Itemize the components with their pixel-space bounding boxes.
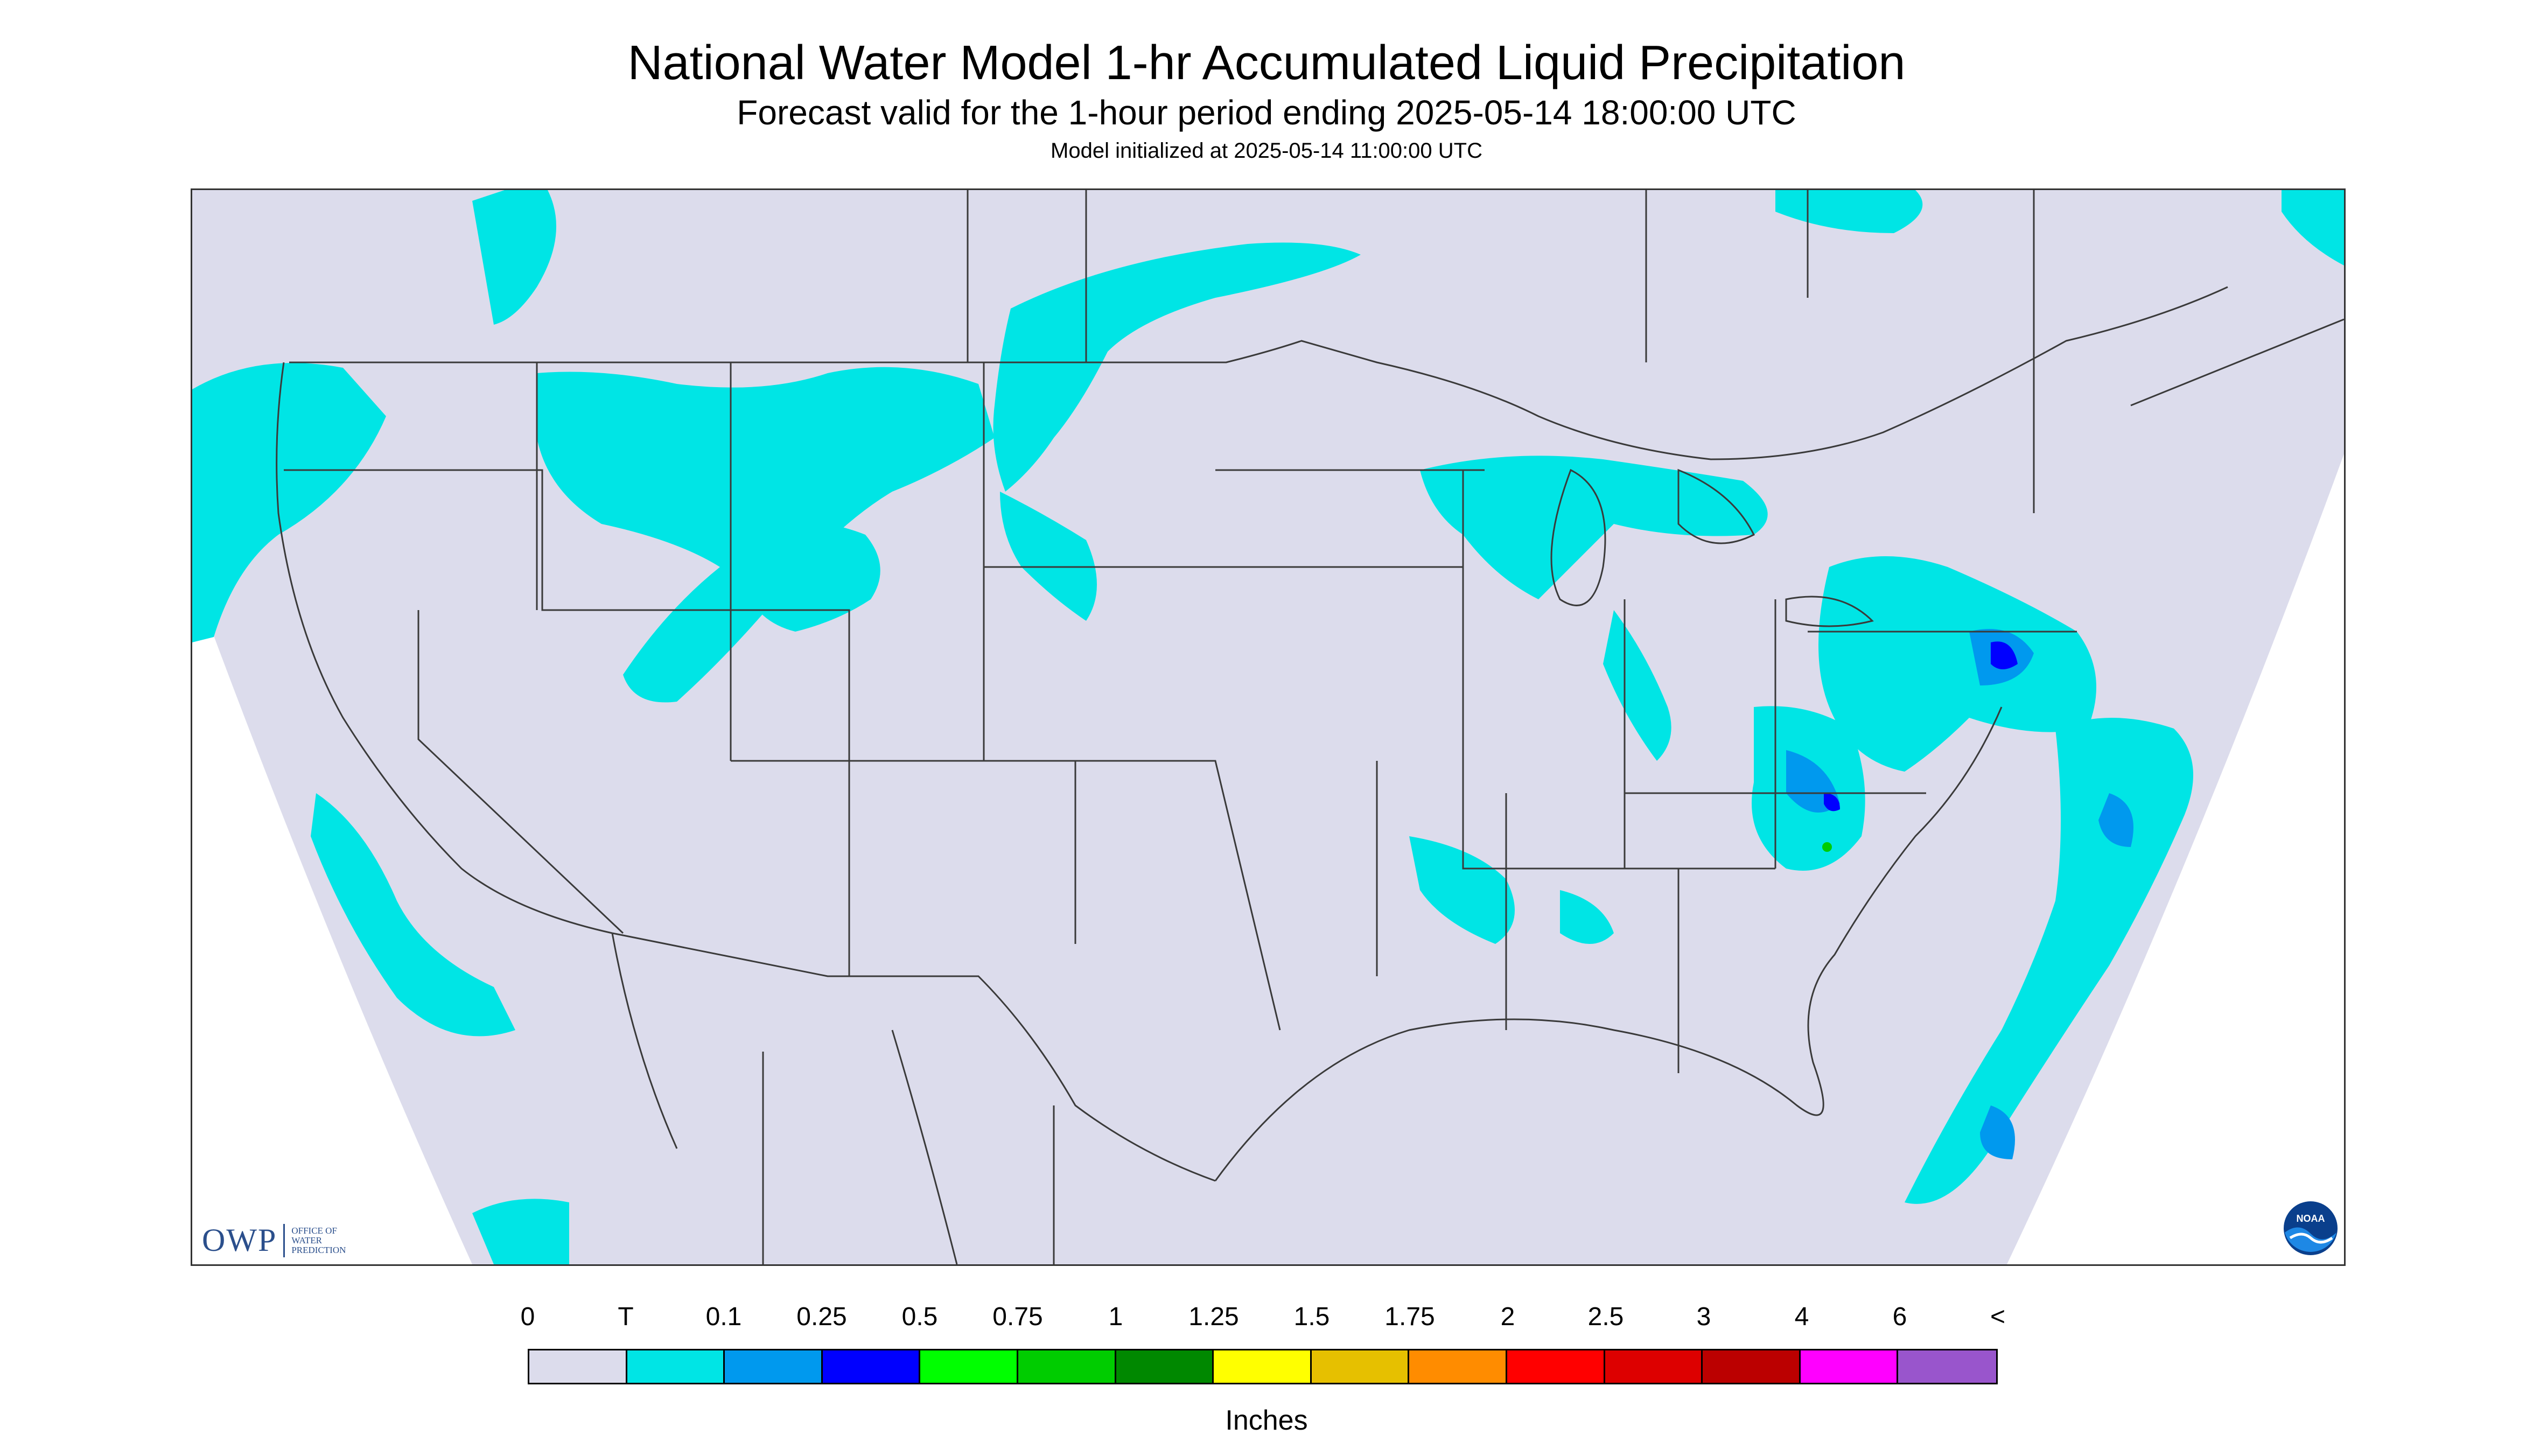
legend-swatch	[1507, 1350, 1605, 1383]
precip-region-great-lakes	[1420, 456, 1768, 599]
legend-tick-label: 1.25	[1188, 1303, 1239, 1331]
owp-logo-text: OWP	[202, 1222, 277, 1258]
precip-heavy-spot	[1822, 842, 1832, 852]
legend-swatch	[1800, 1350, 1899, 1383]
state-line-b	[417, 610, 624, 934]
model-init-line: Model initialized at 2025-05-14 11:00:00…	[1051, 139, 1482, 163]
legend-tick-label: 6	[1892, 1303, 1907, 1331]
precip-region-montana-north-dakota-band	[993, 242, 1361, 492]
legend-units-label: Inches	[1225, 1405, 1308, 1436]
precip-region-pacific-northwest	[192, 363, 386, 642]
legend-swatch	[529, 1350, 627, 1383]
map-canvas	[192, 190, 2344, 1264]
precip-region-indiana-band	[1603, 610, 1671, 761]
owp-sub-line: Office of	[291, 1225, 337, 1236]
legend-tick-label: T	[618, 1303, 634, 1331]
legend-swatch	[1409, 1350, 1507, 1383]
legend-color-bar	[528, 1349, 1998, 1384]
legend-tick-label: <	[1990, 1303, 2006, 1331]
legend-tick-label: 0	[520, 1303, 535, 1331]
precip-region-canada-north	[1775, 190, 1923, 233]
precip-region-ne-corner	[2282, 190, 2344, 265]
legend-tick-label: 1.75	[1384, 1303, 1435, 1331]
legend-swatch	[627, 1350, 725, 1383]
precip-region-lower-mississippi	[1409, 836, 1515, 944]
owp-logo-divider	[283, 1223, 285, 1257]
west-coast	[276, 362, 613, 934]
great-lakes-outline	[1550, 468, 1874, 627]
legend-swatch	[1116, 1350, 1214, 1383]
precip-heavy-layer	[1822, 842, 1832, 852]
gulf-coast	[1214, 706, 2003, 1181]
noaa-emblem-icon: NOAA	[2284, 1201, 2338, 1255]
legend-swatch	[1605, 1350, 1703, 1383]
legend-tick-label: 0.5	[901, 1303, 938, 1331]
legend-swatch	[1703, 1350, 1801, 1383]
precip-region-colorado-utah	[741, 520, 880, 632]
precip-moderate-carolinas	[1824, 793, 1840, 811]
legend-tick-label: 1.5	[1293, 1303, 1330, 1331]
precip-light-atlantic-south	[1980, 1105, 2015, 1159]
precip-region-alabama-georgia	[1560, 890, 1614, 944]
political-boundaries	[276, 190, 2344, 1264]
forecast-valid-subtitle: Forecast valid for the 1-hour period end…	[737, 93, 1796, 132]
legend-tick-label: 0.25	[796, 1303, 847, 1331]
owp-logo-subtitle: Office of Water Prediction	[291, 1226, 346, 1255]
precip-region-offshore-south	[472, 1199, 569, 1264]
owp-sub-line: Prediction	[291, 1244, 346, 1255]
precip-region-mid-atlantic-northeast	[1818, 556, 2096, 772]
legend-tick-label: 3	[1696, 1303, 1711, 1331]
legend-swatch	[1898, 1350, 1996, 1383]
mexico-lines	[611, 933, 1055, 1264]
owp-logo: OWP Office of Water Prediction	[202, 1222, 346, 1259]
precip-moderate-layer	[1824, 641, 2018, 811]
legend-tick-label: 2.5	[1587, 1303, 1624, 1331]
state-line-h	[1462, 470, 1775, 870]
legend-tick-label: 0.1	[705, 1303, 742, 1331]
us-mexico-border	[612, 932, 1216, 1182]
precip-region-nebraska-dakota	[1000, 492, 1097, 621]
precip-moderate-nyc	[1991, 641, 2018, 669]
legend-swatch	[725, 1350, 823, 1383]
legend-swatch	[1018, 1350, 1116, 1383]
legend-swatch	[1214, 1350, 1312, 1383]
legend-swatch	[822, 1350, 921, 1383]
canada-lines	[967, 190, 2344, 513]
noaa-logo-text: NOAA	[2297, 1213, 2325, 1224]
legend-tick-label: 0.75	[992, 1303, 1043, 1331]
us-canada-border	[289, 286, 2228, 460]
map-title: National Water Model 1-hr Accumulated Li…	[627, 36, 1906, 90]
precip-region-pacific-offshore	[311, 793, 515, 1037]
legend-swatch	[920, 1350, 1018, 1383]
noaa-logo: NOAA	[2283, 1200, 2339, 1259]
legend-tick-label: 4	[1794, 1303, 1809, 1331]
precipitation-map: OWP Office of Water Prediction NOAA	[191, 188, 2346, 1266]
legend-tick-label: 1	[1108, 1303, 1123, 1331]
precip-trace-layer	[192, 190, 2344, 1264]
legend-tick-label: 2	[1500, 1303, 1515, 1331]
state-line-a	[284, 469, 850, 761]
precip-light-atlantic	[2098, 793, 2133, 847]
legend-swatch	[1311, 1350, 1410, 1383]
owp-sub-line: Water	[291, 1235, 323, 1245]
precip-region-idaho-montana	[472, 190, 556, 325]
